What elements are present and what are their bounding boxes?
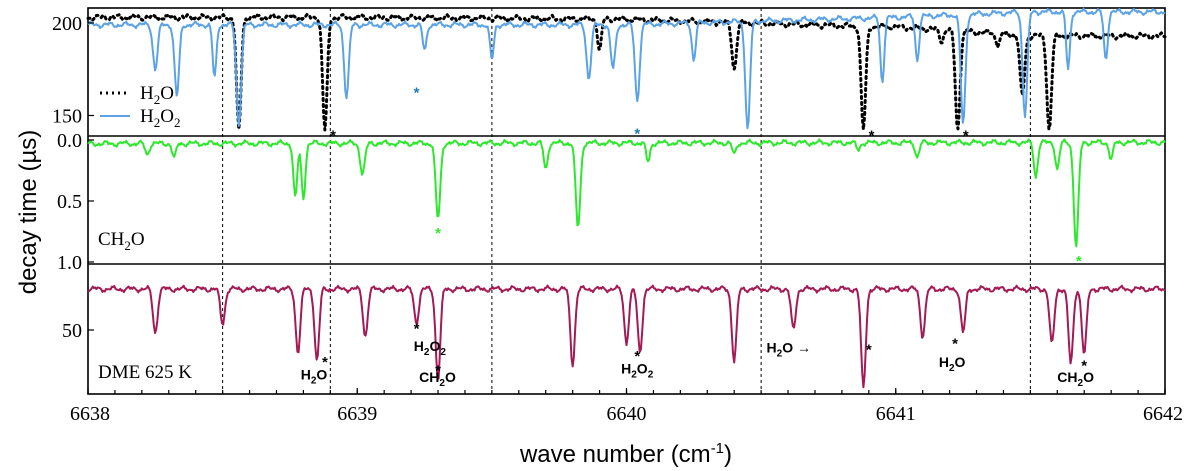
panel-label-ch2o: CH2O — [98, 229, 145, 253]
annotation-label: H2O2 — [414, 338, 447, 358]
legend-label-h2o2: H2O2 — [140, 106, 180, 130]
annotation-marker: * — [1081, 358, 1087, 375]
annotation-label: H2O2 — [621, 360, 654, 380]
annotation-label: CH2O — [1057, 369, 1094, 389]
annotation-marker: * — [952, 335, 958, 352]
peak-marker: * — [435, 225, 441, 242]
annotation-marker: * — [414, 321, 420, 338]
y-tick-label: 50 — [62, 320, 82, 342]
x-tick-label: 6641 — [876, 403, 916, 425]
y-tick-label: 0.0 — [57, 130, 82, 152]
peak-marker: * — [634, 125, 640, 142]
series-line-h2o2 — [87, 7, 1166, 130]
annotation-label: CH2O — [419, 369, 456, 389]
annotation-label: H2O → — [767, 339, 811, 359]
series-line-ch2o — [87, 138, 1166, 248]
y-tick-label: 1.0 — [57, 252, 82, 274]
peak-marker: * — [414, 85, 420, 102]
dashed-separators — [222, 8, 1031, 394]
y-tick-label: 200 — [52, 13, 82, 35]
annotation-label: H2O — [301, 367, 328, 387]
top-panel-plot: * * * * * — [86, 7, 1167, 144]
annotation-label: H2O — [939, 354, 966, 374]
plot-frame — [87, 7, 1166, 395]
panel-label-dme: DME 625 K — [98, 362, 192, 383]
x-tick-label: 6640 — [607, 403, 647, 425]
x-axis: 6638 6639 6640 6641 6642 — [70, 388, 1183, 425]
annotation-marker: * — [322, 354, 328, 371]
annotation-marker: * — [866, 342, 872, 359]
legend: H2O H2O2 — [100, 83, 180, 130]
peak-marker: * — [330, 127, 336, 144]
y-axis-title: decay time (µs) — [15, 130, 42, 295]
series-line-h2o — [86, 12, 1167, 132]
annotation-marker: * — [435, 363, 441, 380]
peak-marker: * — [963, 127, 969, 144]
x-axis-title: wave number (cm-1) — [519, 440, 732, 468]
middle-panel-plot: ** — [87, 138, 1166, 270]
y-tick-label: 150 — [52, 105, 82, 127]
legend-label-h2o: H2O — [140, 83, 174, 107]
annotation-marker: * — [634, 348, 640, 365]
y-axes: 200 150 0.0 0.5 1.0 50 — [52, 13, 94, 342]
x-tick-label: 6642 — [1143, 403, 1183, 425]
series-line-dme-625-k — [87, 284, 1166, 389]
bottom-panel-plot: *H2O*H2O2*CH2O*H2O2*H2O → *H2O *CH2O — [87, 284, 1166, 389]
x-tick-label: 6639 — [337, 403, 377, 425]
peak-marker: * — [869, 127, 875, 144]
x-tick-label: 6638 — [70, 403, 110, 425]
y-tick-label: 0.5 — [57, 191, 82, 213]
peak-marker: * — [1076, 253, 1082, 270]
